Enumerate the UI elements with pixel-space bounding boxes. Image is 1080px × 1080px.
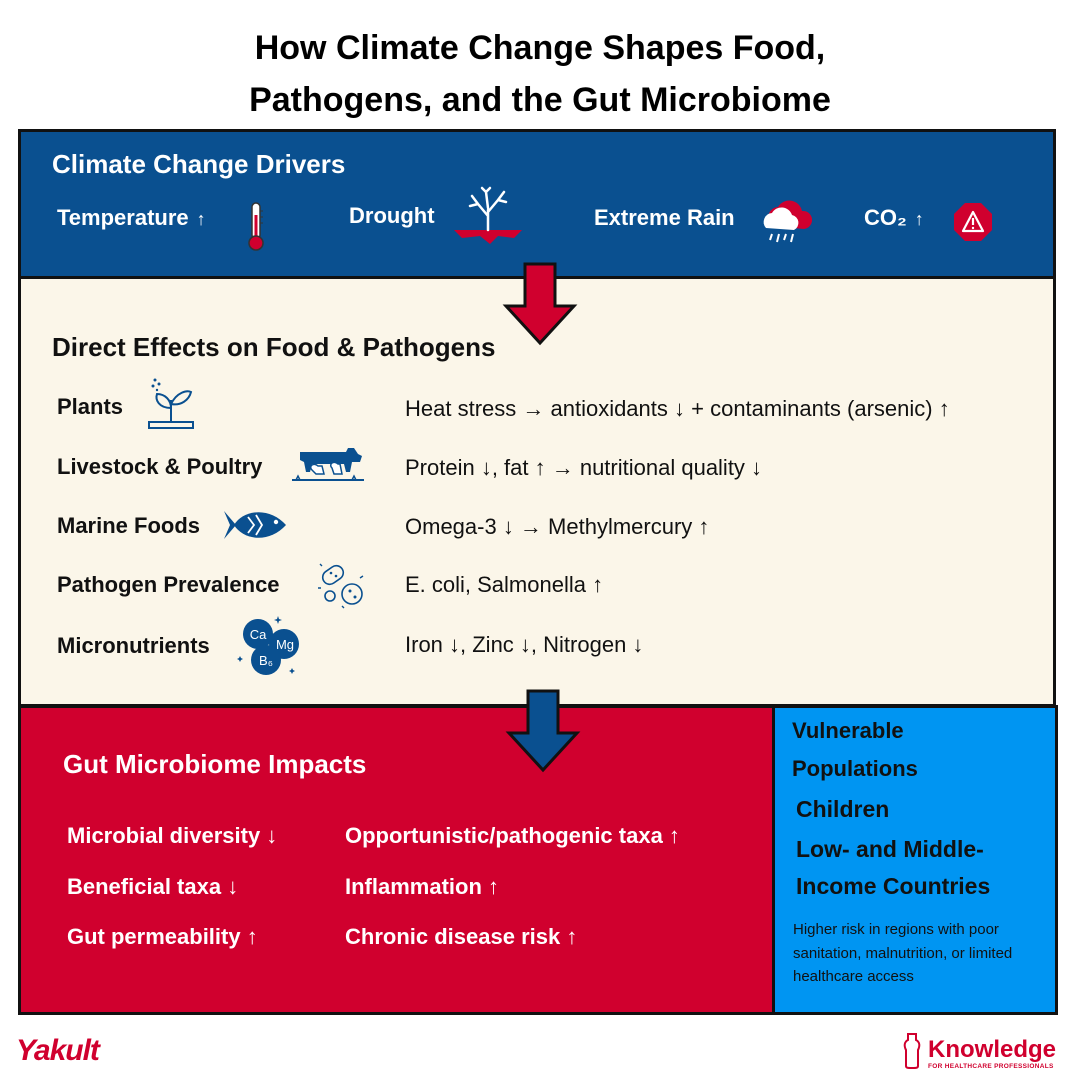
- driver-temperature: Temperature ↑: [57, 205, 206, 231]
- direct-effects-section: [18, 279, 1056, 707]
- gut-right-item-2: Inflammation ↑: [345, 874, 500, 899]
- gut-right-item-1: Opportunistic/pathogenic taxa ↑: [345, 823, 680, 848]
- driver-drought: Drought: [349, 203, 435, 229]
- fish-icon: [224, 511, 286, 539]
- row-label-plants: Plants: [57, 394, 124, 419]
- title-line-1: How Climate Change Shapes Food,: [254, 29, 826, 67]
- warning-icon: [954, 203, 992, 241]
- row-effect-livestock: Protein ↓, fat ↑ → nutritional quality ↓: [405, 455, 763, 480]
- vulnerable-group-children: Children: [796, 796, 890, 822]
- vulnerable-heading-line-1: Vulnerable: [792, 718, 904, 743]
- drivers-heading: Climate Change Drivers: [52, 149, 346, 179]
- row-label-livestock: Livestock & Poultry: [57, 454, 263, 479]
- title-line-2: Pathogens, and the Gut Microbiome: [249, 81, 831, 119]
- driver-temperature-label: Temperature: [57, 205, 189, 230]
- row-label-pathogen: Pathogen Prevalence: [57, 572, 280, 597]
- driver-extreme-rain: Extreme Rain: [594, 205, 735, 231]
- knowledge-logo-subtitle: FOR HEALTHCARE PROFESSIONALS: [928, 1063, 1054, 1070]
- gut-impacts-section: [18, 705, 775, 1015]
- knowledge-logo: Knowledge: [928, 1036, 1057, 1063]
- vulnerable-group-lmic-line-1: Low- and Middle-: [796, 836, 984, 862]
- driver-co2-label: CO₂: [864, 205, 907, 230]
- driver-co2: CO₂ ↑: [864, 205, 924, 231]
- bacteria-icon: [318, 563, 364, 609]
- vulnerable-group-lmic-line-2: Income Countries: [796, 873, 991, 899]
- sprout-icon: [148, 378, 194, 429]
- row-effect-plants: Heat stress → antioxidants ↓ + contamina…: [405, 396, 950, 421]
- row-effect-micronutrients: Iron ↓, Zinc ↓, Nitrogen ↓: [405, 632, 644, 657]
- driver-extreme-rain-label: Extreme Rain: [594, 205, 735, 230]
- thermometer-icon: [248, 202, 264, 251]
- page-title: How Climate Change Shapes Food, Pathogen…: [0, 22, 1080, 126]
- arrow-down-blue-icon: [505, 689, 581, 773]
- gut-right-item-3: Chronic disease risk ↑: [345, 924, 578, 949]
- gut-left-item-3: Gut permeability ↑: [67, 924, 258, 949]
- mineral-label-b6: B₆: [259, 653, 273, 668]
- gut-heading: Gut Microbiome Impacts: [63, 749, 367, 779]
- row-label-micronutrients: Micronutrients: [57, 633, 210, 658]
- livestock-icon: [292, 448, 364, 481]
- mineral-label-mg: Mg: [276, 637, 294, 652]
- vulnerable-note: Higher risk in regions with poor sanitat…: [793, 921, 1013, 985]
- arrow-down-red-icon: [502, 262, 578, 346]
- driver-temperature-arrow: ↑: [196, 209, 206, 229]
- minerals-icon: Ca Mg B₆: [237, 616, 299, 675]
- yakult-logo: Yakult: [16, 1034, 100, 1067]
- driver-drought-label: Drought: [349, 203, 435, 228]
- row-effect-marine: Omega-3 ↓ → Methylmercury ↑: [405, 514, 710, 539]
- vulnerable-heading-line-2: Populations: [792, 756, 918, 781]
- mineral-label-ca: Ca: [250, 627, 267, 642]
- row-label-marine: Marine Foods: [57, 513, 201, 538]
- rain-cloud-icon: [763, 200, 813, 243]
- dead-tree-icon: [454, 186, 522, 244]
- bottle-icon: [903, 1033, 921, 1069]
- row-effect-pathogen: E. coli, Salmonella ↑: [405, 572, 604, 597]
- climate-drivers-section: [18, 129, 1056, 279]
- vulnerable-populations-section: [772, 705, 1058, 1015]
- gut-left-item-2: Beneficial taxa ↓: [67, 874, 239, 899]
- driver-co2-arrow: ↑: [914, 209, 924, 229]
- gut-left-item-1: Microbial diversity ↓: [67, 823, 278, 848]
- direct-effects-heading: Direct Effects on Food & Pathogens: [52, 332, 496, 362]
